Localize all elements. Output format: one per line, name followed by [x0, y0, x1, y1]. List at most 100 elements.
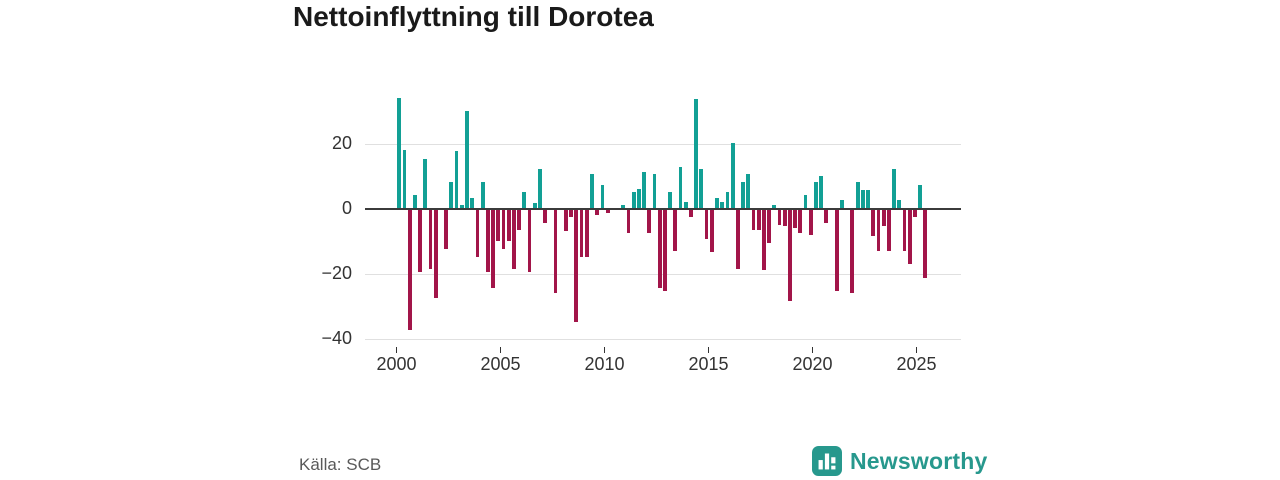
bar	[798, 210, 803, 233]
bar	[678, 167, 683, 208]
brand-name: Newsworthy	[850, 447, 988, 474]
source-note: Källa: SCB	[299, 455, 382, 474]
bar	[538, 169, 542, 208]
bar	[715, 198, 719, 208]
bar	[834, 210, 839, 292]
bar	[475, 210, 480, 258]
bar	[756, 210, 761, 230]
x-tick-mark	[395, 347, 398, 353]
chart-plot-area	[365, 90, 961, 360]
bar	[746, 173, 751, 208]
x-tick-label: 2010	[584, 354, 625, 374]
brand-logo: Newsworthy	[812, 445, 987, 477]
bar	[449, 182, 454, 208]
x-tick-mark	[499, 347, 502, 353]
x-tick-mark	[707, 347, 710, 353]
bar	[866, 190, 870, 208]
bar	[501, 210, 506, 250]
bar	[788, 210, 792, 302]
bar	[642, 172, 646, 208]
bar	[704, 210, 709, 240]
bar	[428, 210, 433, 269]
bar	[631, 191, 636, 208]
y-tick-label: 0	[341, 198, 352, 218]
bar	[668, 191, 672, 208]
bar	[730, 143, 735, 208]
bar	[860, 190, 865, 208]
y-tick-label: −40	[321, 328, 352, 348]
bar	[918, 185, 922, 208]
bar	[491, 210, 495, 289]
bar	[803, 195, 808, 208]
bar	[579, 210, 584, 258]
bar	[532, 203, 537, 208]
bar	[923, 210, 928, 279]
bar	[840, 199, 844, 208]
bar	[751, 210, 756, 230]
bar	[850, 210, 855, 294]
bar	[782, 210, 787, 227]
bar	[663, 210, 667, 292]
bar	[772, 204, 777, 208]
bar	[621, 204, 626, 208]
bar	[433, 210, 438, 298]
bar	[496, 210, 501, 242]
bar	[418, 210, 423, 272]
bar	[761, 210, 766, 271]
bar	[574, 210, 579, 323]
zero-axis-line	[365, 208, 961, 211]
gridline	[365, 144, 961, 145]
bar	[819, 175, 824, 208]
bar	[407, 210, 412, 331]
bar	[741, 182, 745, 208]
bar	[465, 110, 469, 208]
bar	[694, 99, 699, 208]
bar	[543, 210, 548, 224]
bar	[657, 210, 662, 289]
bar	[454, 151, 459, 208]
x-tick-mark	[603, 347, 606, 353]
bar	[855, 182, 860, 208]
bar	[897, 199, 902, 208]
bar	[735, 210, 740, 269]
bar	[397, 97, 402, 208]
bar	[871, 210, 876, 237]
bar	[485, 210, 490, 272]
bar	[886, 210, 891, 251]
bar	[767, 210, 771, 243]
bar	[584, 210, 589, 258]
bar	[444, 210, 449, 250]
bar	[876, 210, 881, 251]
bar	[590, 173, 594, 208]
bar	[793, 210, 797, 229]
page-title: Nettoinflyttning till Dorotea	[293, 1, 654, 32]
bar	[595, 210, 600, 216]
bar	[569, 210, 574, 217]
bar	[527, 210, 532, 272]
bar	[626, 210, 631, 233]
y-tick-label: −20	[321, 263, 352, 283]
y-tick-label: 20	[331, 133, 352, 153]
bar	[423, 159, 428, 208]
bar	[413, 195, 417, 208]
x-tick-label: 2015	[688, 354, 729, 374]
bar	[564, 210, 568, 232]
x-tick-label: 2000	[376, 354, 417, 374]
x-tick-label: 2020	[792, 354, 833, 374]
bar	[517, 210, 521, 230]
bar	[511, 210, 516, 269]
bar	[673, 210, 678, 251]
bar	[506, 210, 511, 242]
bar	[777, 210, 782, 225]
bar	[709, 210, 714, 253]
bar	[892, 169, 896, 208]
bar	[683, 201, 688, 208]
bar	[720, 201, 725, 208]
bar	[725, 191, 730, 208]
x-tick-label: 2025	[896, 354, 937, 374]
bar	[824, 210, 829, 224]
bar	[605, 210, 610, 214]
bar	[881, 210, 886, 227]
gridline	[365, 339, 961, 340]
bar	[699, 169, 704, 208]
